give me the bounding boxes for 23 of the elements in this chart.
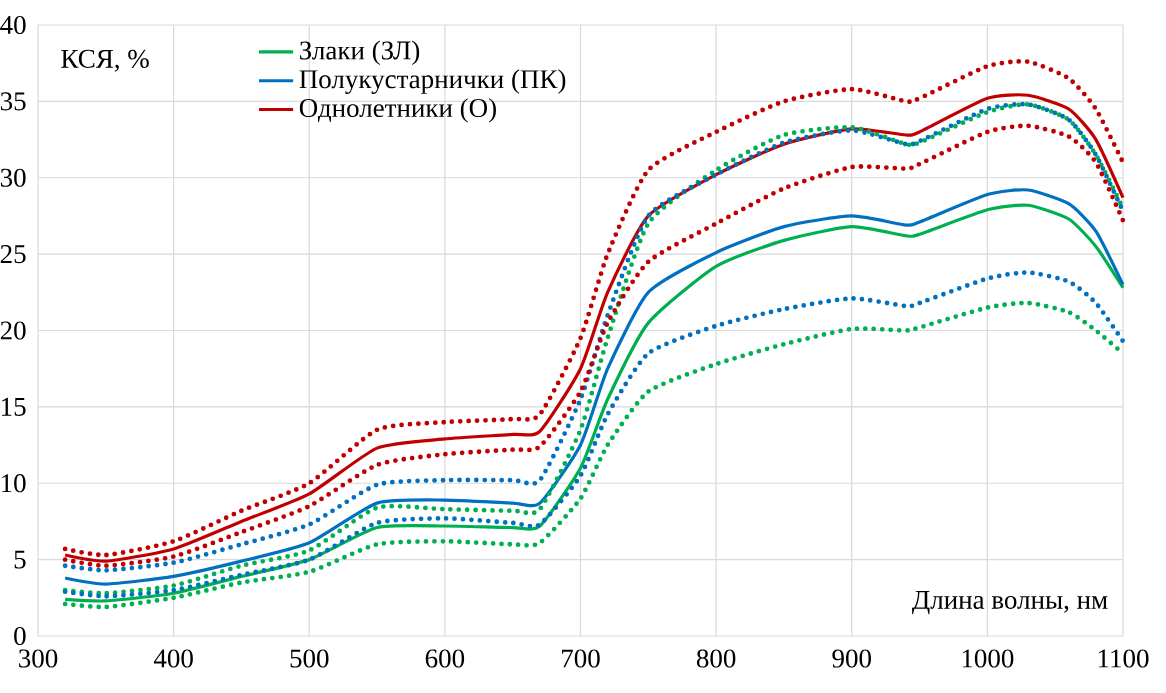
y-tick-label: 0 [14,626,26,646]
x-tick-label: 300 [19,649,58,668]
legend-label: Злаки (ЗЛ) [300,40,420,66]
legend-label: Полукустарнички (ПК) [299,69,566,94]
x-tick-label: 400 [153,649,193,668]
x-tick-label: 1100 [1098,649,1149,668]
y-tick-label: 35 [0,92,26,111]
x-tick-label: 900 [832,649,871,668]
y-tick-label: 5 [14,550,26,569]
x-tick-label: 700 [562,649,600,668]
y-tick-label: 15 [1,397,26,416]
y-axis-title: КСЯ, % [61,49,149,72]
legend-label: Однолетники (О) [299,98,496,123]
y-tick-label: 20 [0,321,26,340]
x-tick-label: 1000 [962,649,1014,668]
y-tick-label: 25 [0,245,26,264]
x-tick-label: 600 [425,649,465,668]
y-tick-label: 10 [1,474,26,493]
y-tick-label: 40 [0,15,26,35]
x-axis-title: Длина волны, нм [912,590,1108,615]
y-tick-label: 30 [0,168,26,187]
x-tick-label: 800 [696,649,736,668]
x-tick-label: 500 [290,649,329,668]
